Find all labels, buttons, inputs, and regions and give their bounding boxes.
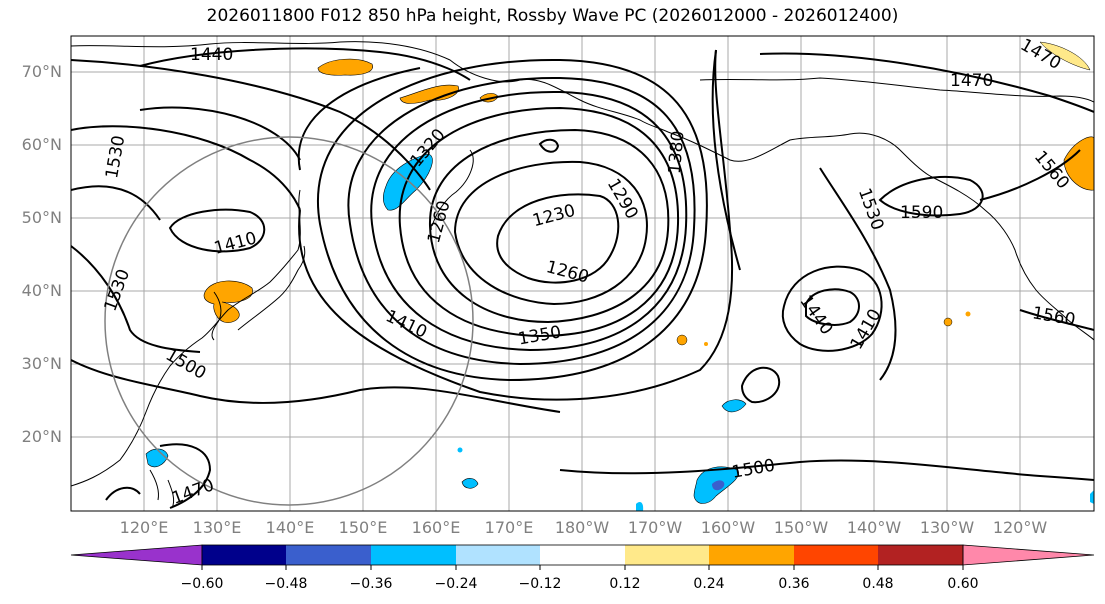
- contour-1500: [71, 125, 1094, 481]
- lon-label: 150°W: [773, 518, 829, 537]
- asia-coastline: [71, 41, 669, 133]
- colorbar-tick-label: −0.60: [180, 576, 224, 592]
- colorbar-tick-label: 0.12: [609, 576, 641, 592]
- negative-anomaly-patch: [457, 447, 463, 453]
- colorbar-tick-label: 0.48: [862, 576, 894, 592]
- contour-1320: [398, 106, 680, 338]
- contour-label: 1590: [900, 203, 943, 223]
- negative-anomaly-patch: [461, 478, 479, 489]
- contour-1470: [71, 49, 1094, 271]
- lon-label: 170°E: [484, 518, 534, 537]
- contour-1560: [979, 149, 1094, 331]
- positive-anomaly-patch: [943, 317, 953, 327]
- colorbar-tick-label: −0.12: [518, 576, 562, 592]
- contour-label: 1440: [190, 45, 233, 65]
- contour-1590: [878, 175, 984, 217]
- alaska-coastline: [667, 131, 931, 177]
- colorbar-segment: [456, 545, 540, 565]
- contour-label: 1470: [950, 71, 993, 91]
- lat-label: 20°N: [21, 427, 62, 446]
- contour-1290-center: [538, 138, 560, 153]
- contour-1500-island: [740, 366, 781, 404]
- colorbar-segment: [878, 545, 963, 565]
- lon-label: 130°E: [192, 518, 242, 537]
- map-border: [70, 35, 1095, 512]
- contour-1440-low: [781, 265, 883, 352]
- colorbar-segment: [794, 545, 878, 565]
- colorbar-segment: [625, 545, 709, 565]
- contour-1530: [71, 167, 897, 381]
- negative-anomaly-patch: [145, 448, 169, 468]
- colorbar-segment: [709, 545, 794, 565]
- colorbar-tick-label: 0.60: [947, 576, 979, 592]
- map-title: 2026011800 F012 850 hPa height, Rossby W…: [206, 6, 899, 26]
- contour-1260: [453, 160, 648, 306]
- lon-label: 160°E: [411, 518, 461, 537]
- lon-label: 140°E: [265, 518, 315, 537]
- lon-label: 120°W: [992, 518, 1048, 537]
- positive-anomaly-patch: [317, 58, 373, 76]
- contour-label: 1380: [665, 130, 689, 175]
- contour-1350: [370, 90, 688, 352]
- negative-anomaly-patch: [382, 153, 433, 211]
- lon-label: 130°W: [919, 518, 975, 537]
- contour-1380: [347, 76, 696, 366]
- positive-anomaly-patch: [203, 280, 253, 323]
- lon-label: 180°W: [554, 518, 610, 537]
- lon-label: 150°E: [338, 518, 388, 537]
- positive-anomaly-patch: [965, 311, 971, 317]
- negative-anomaly-patch: [721, 399, 747, 413]
- contour-1410-west: [168, 208, 266, 253]
- positive-anomaly-patch: [676, 334, 688, 346]
- colorbar-segment: [371, 545, 456, 565]
- lat-label: 40°N: [21, 281, 62, 300]
- korea-coastline: [211, 291, 222, 341]
- colorbar-extend-low: [70, 544, 203, 566]
- asia-coastline: [71, 189, 301, 487]
- range-circle: [104, 136, 474, 506]
- positive-anomaly-patch: [1039, 41, 1091, 71]
- lon-label: 160°W: [700, 518, 756, 537]
- lat-label: 50°N: [21, 208, 62, 227]
- lon-label: 170°W: [627, 518, 683, 537]
- negative-anomaly-patch: [636, 502, 644, 511]
- colorbar-border: [201, 544, 964, 566]
- lat-label: 60°N: [21, 135, 62, 154]
- negative-anomaly-patch: [712, 480, 725, 491]
- colorbar-tick-label: 0.36: [778, 576, 810, 592]
- colorbar: [70, 544, 1095, 570]
- colorbar-segment: [202, 545, 286, 565]
- positive-anomaly-patch: [704, 342, 708, 346]
- colorbar-tick-label: 0.24: [693, 576, 725, 592]
- rossby-wave-shading: [145, 41, 1094, 511]
- lat-label: 30°N: [21, 354, 62, 373]
- arctic-coastline: [699, 77, 1094, 103]
- contour-1470-south: [105, 443, 212, 509]
- colorbar-tick-label: −0.24: [434, 576, 478, 592]
- contour-1410-low: [805, 288, 860, 326]
- colorbar-segment: [286, 545, 371, 565]
- negative-anomaly-patch: [1090, 490, 1094, 504]
- lat-label: 70°N: [21, 62, 62, 81]
- lon-label: 120°E: [119, 518, 169, 537]
- colorbar-segment: [540, 545, 625, 565]
- contour-1290: [428, 128, 670, 324]
- lon-label: 140°W: [846, 518, 902, 537]
- contour-1410: [317, 58, 708, 382]
- colorbar-extend-high: [962, 544, 1095, 566]
- positive-anomaly-patch: [399, 84, 459, 104]
- north-america-coastline: [929, 175, 1094, 341]
- colorbar-tick-label: −0.48: [264, 576, 308, 592]
- contour-1230: [496, 193, 620, 284]
- positive-anomaly-patch: [1063, 136, 1094, 191]
- graticule: [71, 36, 1094, 511]
- kamchatka-coastline: [431, 149, 474, 227]
- height-contours: [71, 47, 1094, 509]
- colorbar-tick-label: −0.36: [349, 576, 393, 592]
